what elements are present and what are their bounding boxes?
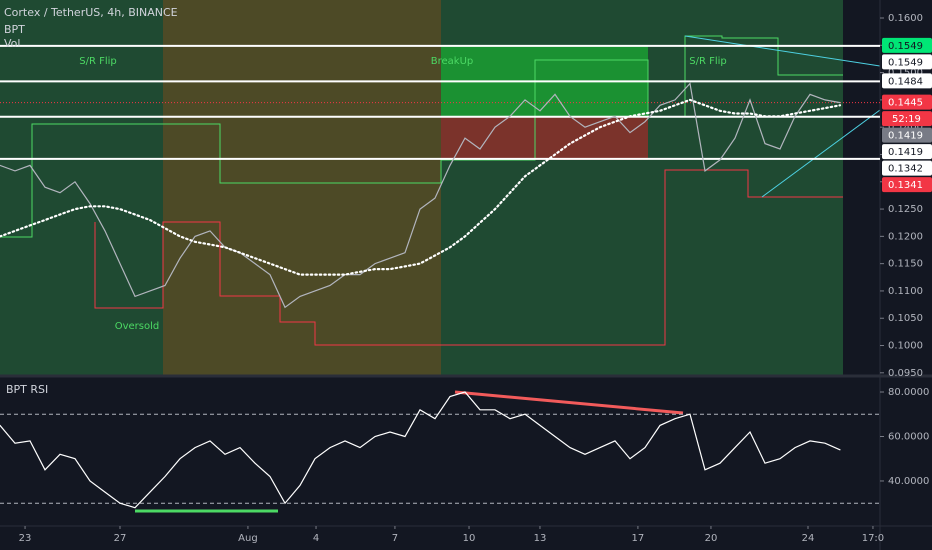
y-tick-label: 0.1000 (888, 341, 923, 352)
price-tag-label: 0.1484 (888, 76, 923, 87)
price-tag (882, 160, 932, 176)
moving-average (0, 98, 842, 276)
price-tag-label: 0.1419 (888, 131, 923, 142)
price-tag (882, 177, 932, 193)
x-tick-label: 13 (534, 533, 547, 544)
divergence-line (454, 390, 684, 415)
price-tag (882, 94, 932, 110)
support-step (94, 169, 843, 346)
y-tick-label: 0.1100 (888, 286, 923, 297)
annotation: Oversold (115, 321, 160, 332)
x-tick-label: 23 (19, 533, 32, 544)
legend-item: BPT (4, 23, 25, 36)
price-tag-label: 0.1342 (888, 164, 923, 175)
breakdown-box (441, 117, 648, 160)
x-tick-label: 4 (313, 533, 319, 544)
y-tick-label: 0.1250 (888, 204, 923, 215)
rsi-pane: 80.0000 60.0000 40.0000 (0, 387, 929, 509)
price-tag (882, 73, 932, 89)
x-tick-label: 10 (463, 533, 476, 544)
series-line (0, 391, 841, 509)
y-tick-label: 0.1200 (888, 231, 923, 242)
annotation: S/R Flip (79, 56, 117, 67)
x-tick-label: Aug (238, 533, 258, 544)
series-line (0, 82, 841, 309)
y-tick-label: 0.1050 (888, 313, 923, 324)
zone-green (0, 0, 163, 376)
y-tick-label: 0.0950 (888, 368, 923, 379)
price-tag-label: 0.1419 (888, 147, 923, 158)
chart-title: Cortex / TetherUS, 4h, BINANCE (4, 6, 178, 19)
price-tag (882, 144, 932, 160)
annotation: BreakUp (431, 56, 474, 67)
price-pane: 0.16000.15500.15000.14500.14000.13500.13… (0, 13, 932, 379)
price-tag (882, 54, 932, 70)
x-tick-label: 17:0 (862, 533, 884, 544)
pane-title: BPT RSI (6, 383, 48, 396)
price-tag-label: 0.1549 (888, 41, 923, 52)
countdown-label: 52:19 (892, 114, 921, 125)
price-tag (882, 37, 932, 53)
y-tick-label: 40.0000 (888, 476, 929, 487)
y-tick-label: 0.1150 (888, 259, 923, 270)
legend-item: Vol (4, 37, 20, 50)
x-tick-label: 20 (705, 533, 718, 544)
trend-line (684, 35, 881, 67)
annotation: S/R Flip (689, 56, 727, 67)
price-tag (882, 127, 932, 143)
y-tick-label: 0.1500 (888, 68, 923, 79)
x-tick-label: 24 (802, 533, 815, 544)
resistance-step (0, 35, 843, 238)
trend-line (761, 109, 881, 198)
y-tick-label: 80.0000 (888, 387, 929, 398)
x-tick-label: 7 (392, 533, 398, 544)
price-tag-label: 0.1549 (888, 57, 923, 68)
price-tag-label: 0.1445 (888, 98, 923, 109)
countdown-tag (882, 111, 932, 127)
zone-olive (163, 0, 441, 376)
y-tick-label: 0.1600 (888, 13, 923, 24)
x-tick-label: 27 (114, 533, 127, 544)
x-tick-label: 17 (632, 533, 645, 544)
price-tag-label: 0.1341 (888, 180, 923, 191)
y-tick-label: 60.0000 (888, 431, 929, 442)
